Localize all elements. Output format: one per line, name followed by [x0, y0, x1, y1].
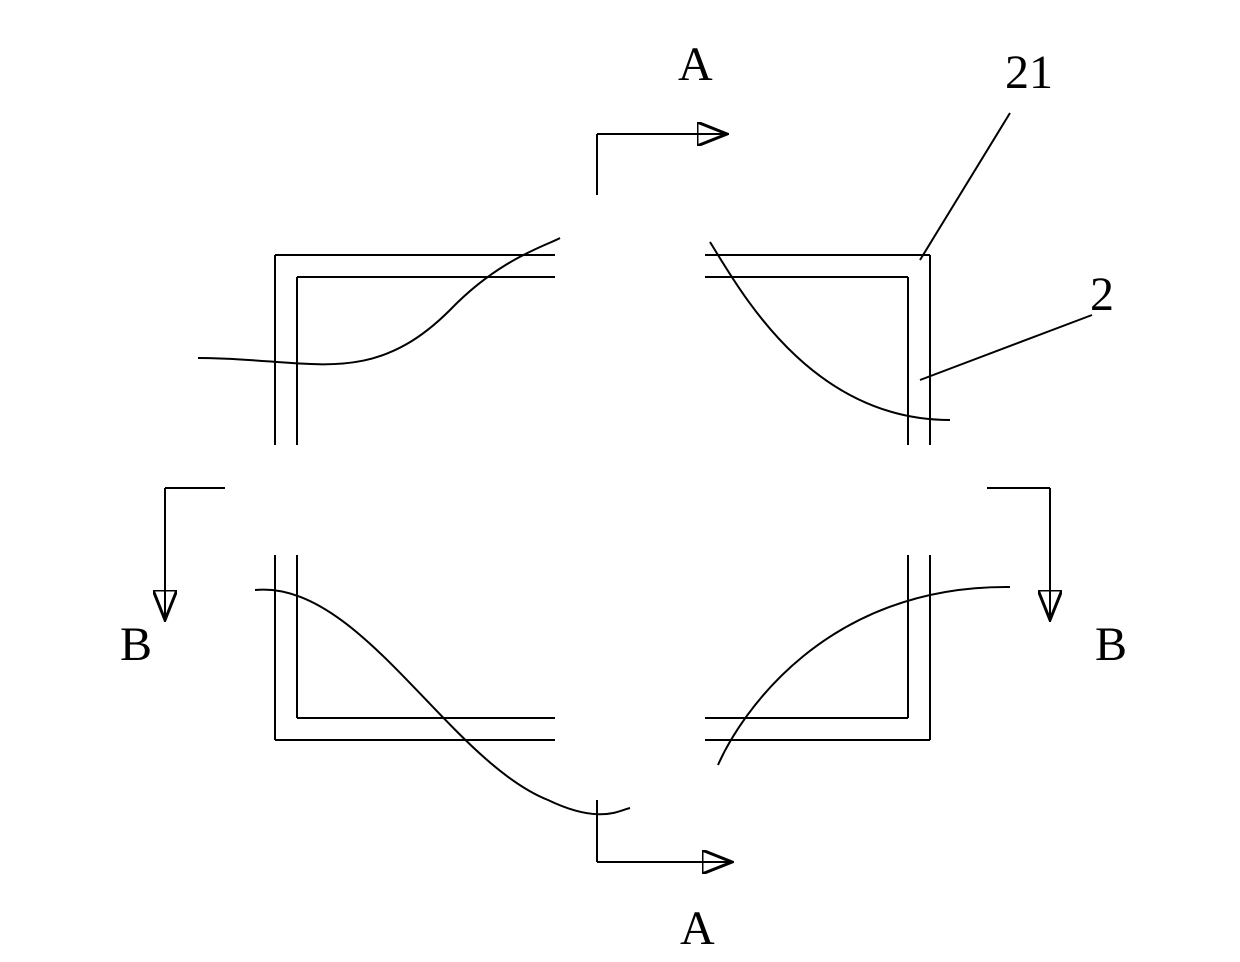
- label-ref-2: 2: [1090, 268, 1114, 321]
- outer-frame: [275, 255, 930, 740]
- curves: [198, 238, 1010, 814]
- section-arrows: [165, 134, 1050, 862]
- inner-frame: [297, 277, 908, 718]
- engineering-diagram: A A B B 21 2: [0, 0, 1240, 962]
- leader-lines: [920, 113, 1092, 380]
- label-A-top: A: [678, 38, 713, 91]
- label-B-left: B: [120, 618, 152, 671]
- label-ref-21: 21: [1005, 46, 1053, 99]
- text-labels: A A B B 21 2: [120, 38, 1127, 955]
- label-B-right: B: [1095, 618, 1127, 671]
- label-A-bottom: A: [680, 902, 715, 955]
